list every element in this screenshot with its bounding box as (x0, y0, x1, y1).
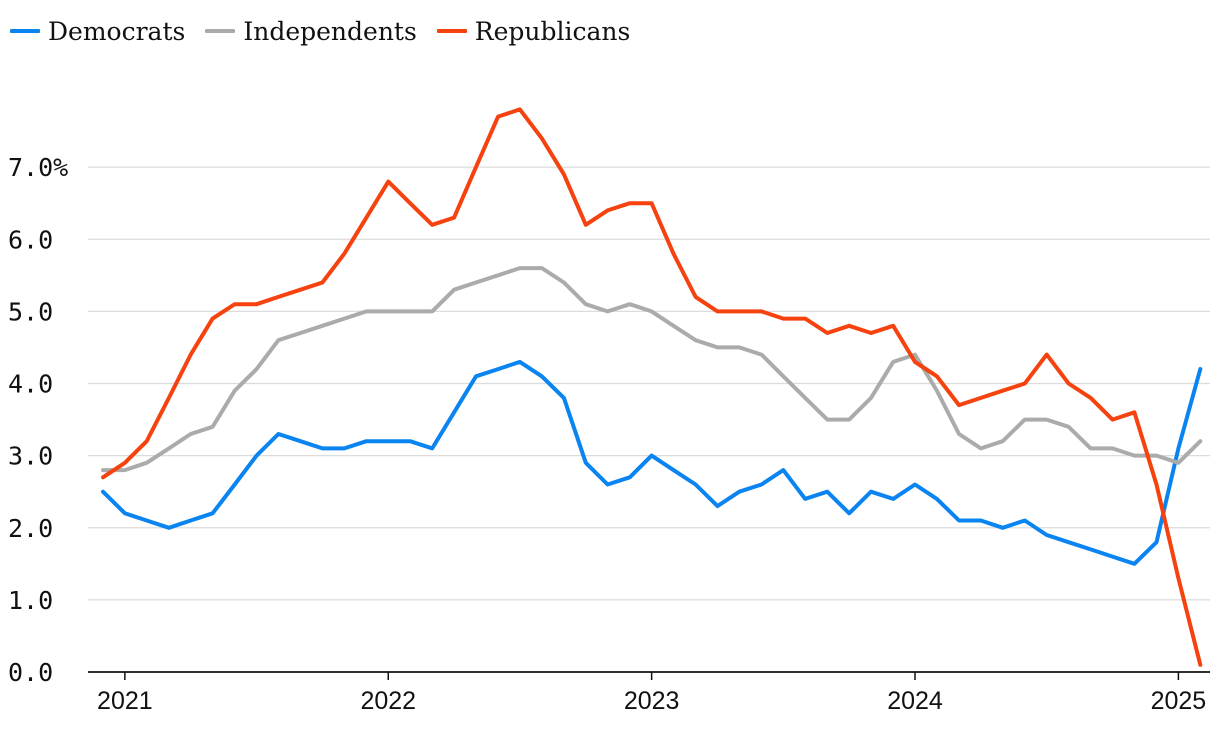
legend-swatch-democrats (10, 29, 40, 33)
y-tick-label: 3.0 (8, 442, 53, 471)
series-line-republicans (101, 107, 1203, 667)
legend-swatch-republicans (436, 29, 467, 33)
y-axis: 0.0 1.0 2.0 3.0 4.0 5.0 6.0 7.0% (8, 153, 68, 687)
legend-item-independents[interactable]: Independents (205, 16, 417, 46)
legend: Democrats Independents Republicans (10, 14, 650, 48)
x-tick-label: 2022 (360, 687, 416, 715)
y-tick-label: 6.0 (8, 225, 53, 254)
x-tick-label: 2023 (624, 687, 680, 715)
legend-item-republicans[interactable]: Republicans (436, 16, 631, 46)
x-tick-label: 2025 (1151, 687, 1207, 715)
y-tick-label: 7.0% (8, 153, 68, 182)
legend-label-democrats: Democrats (48, 16, 186, 46)
series-line-independents (101, 266, 1203, 473)
series-lines (101, 107, 1203, 667)
x-tick-label: 2021 (97, 687, 153, 715)
legend-label-republicans: Republicans (474, 16, 631, 46)
y-tick-label: 5.0 (8, 297, 53, 326)
y-tick-label: 4.0 (8, 370, 53, 399)
y-tick-label: 0.0 (8, 658, 53, 687)
y-tick-label: 2.0 (8, 514, 53, 543)
series-line-democrats (101, 359, 1203, 566)
legend-item-democrats[interactable]: Democrats (10, 17, 185, 46)
legend-label-independents: Independents (243, 16, 417, 46)
y-tick-label: 1.0 (8, 586, 53, 615)
legend-swatch-independents (205, 29, 236, 33)
x-tick-label: 2024 (887, 687, 943, 715)
x-axis: 2021 2022 2023 2024 2025 (97, 672, 1206, 715)
